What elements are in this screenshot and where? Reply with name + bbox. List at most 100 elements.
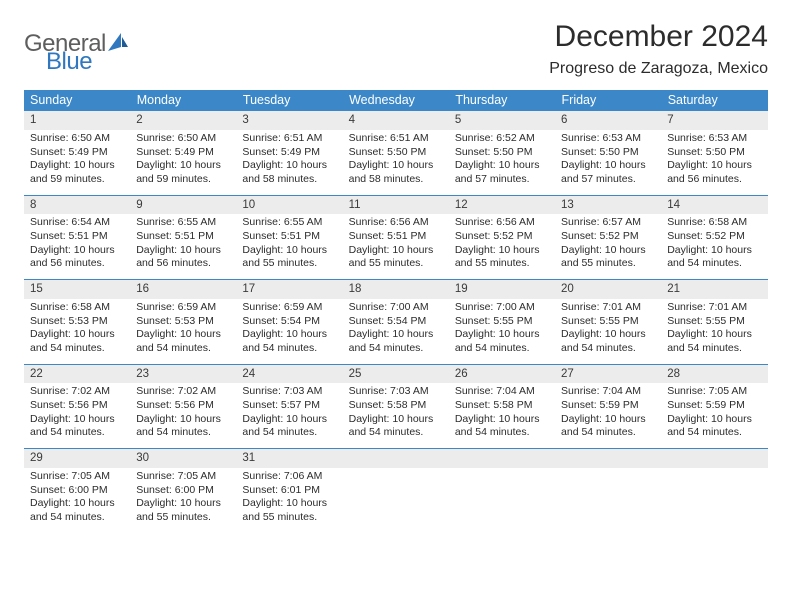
sunset-line: Sunset: 5:49 PM	[30, 146, 124, 160]
calendar-cell: 6Sunrise: 6:53 AMSunset: 5:50 PMDaylight…	[555, 110, 661, 195]
sunset-line: Sunset: 5:51 PM	[349, 230, 443, 244]
daylight-line: Daylight: 10 hours and 54 minutes.	[136, 328, 230, 355]
sunset-line: Sunset: 5:56 PM	[136, 399, 230, 413]
weekday-saturday: Saturday	[661, 90, 767, 110]
daylight-line: Daylight: 10 hours and 54 minutes.	[455, 413, 549, 440]
brand-word-blue: Blue	[46, 50, 128, 74]
calendar-cell: 23Sunrise: 7:02 AMSunset: 5:56 PMDayligh…	[130, 364, 236, 449]
daylight-line: Daylight: 10 hours and 54 minutes.	[561, 413, 655, 440]
calendar-row: 29Sunrise: 7:05 AMSunset: 6:00 PMDayligh…	[24, 448, 768, 533]
daylight-line: Daylight: 10 hours and 56 minutes.	[30, 244, 124, 271]
day-body: Sunrise: 7:05 AMSunset: 5:59 PMDaylight:…	[661, 383, 767, 448]
day-body: Sunrise: 7:00 AMSunset: 5:55 PMDaylight:…	[449, 299, 555, 364]
day-number: 23	[130, 364, 236, 384]
daylight-line: Daylight: 10 hours and 54 minutes.	[30, 328, 124, 355]
sunrise-line: Sunrise: 7:06 AM	[242, 470, 336, 484]
day-number: 10	[236, 195, 342, 215]
sunrise-line: Sunrise: 6:54 AM	[30, 216, 124, 230]
sunset-line: Sunset: 5:53 PM	[136, 315, 230, 329]
daylight-line: Daylight: 10 hours and 54 minutes.	[667, 413, 761, 440]
daylight-line: Daylight: 10 hours and 54 minutes.	[30, 497, 124, 524]
sunrise-line: Sunrise: 6:53 AM	[667, 132, 761, 146]
daylight-line: Daylight: 10 hours and 58 minutes.	[242, 159, 336, 186]
day-number: 1	[24, 110, 130, 130]
page-title: December 2024	[549, 20, 768, 54]
sunrise-line: Sunrise: 7:00 AM	[349, 301, 443, 315]
daylight-line: Daylight: 10 hours and 54 minutes.	[242, 328, 336, 355]
sunrise-line: Sunrise: 7:03 AM	[349, 385, 443, 399]
day-number: 2	[130, 110, 236, 130]
weekday-monday: Monday	[130, 90, 236, 110]
calendar-cell: 24Sunrise: 7:03 AMSunset: 5:57 PMDayligh…	[236, 364, 342, 449]
sunrise-line: Sunrise: 7:03 AM	[242, 385, 336, 399]
sunrise-line: Sunrise: 6:51 AM	[349, 132, 443, 146]
day-body: Sunrise: 6:52 AMSunset: 5:50 PMDaylight:…	[449, 130, 555, 195]
sunrise-line: Sunrise: 6:58 AM	[30, 301, 124, 315]
daylight-line: Daylight: 10 hours and 56 minutes.	[667, 159, 761, 186]
day-number: 5	[449, 110, 555, 130]
weekday-header-row: Sunday Monday Tuesday Wednesday Thursday…	[24, 90, 768, 110]
day-number: 25	[343, 364, 449, 384]
day-number: 17	[236, 279, 342, 299]
calendar-cell-empty	[343, 448, 449, 533]
day-number: 15	[24, 279, 130, 299]
calendar-cell: 9Sunrise: 6:55 AMSunset: 5:51 PMDaylight…	[130, 195, 236, 280]
day-number: 28	[661, 364, 767, 384]
calendar-cell: 14Sunrise: 6:58 AMSunset: 5:52 PMDayligh…	[661, 195, 767, 280]
daylight-line: Daylight: 10 hours and 54 minutes.	[349, 328, 443, 355]
day-number: 19	[449, 279, 555, 299]
calendar-cell-empty	[661, 448, 767, 533]
sunrise-line: Sunrise: 6:53 AM	[561, 132, 655, 146]
sunrise-line: Sunrise: 6:52 AM	[455, 132, 549, 146]
sunrise-line: Sunrise: 6:51 AM	[242, 132, 336, 146]
day-number: 31	[236, 448, 342, 468]
calendar-cell: 31Sunrise: 7:06 AMSunset: 6:01 PMDayligh…	[236, 448, 342, 533]
day-number: 18	[343, 279, 449, 299]
sunset-line: Sunset: 5:50 PM	[667, 146, 761, 160]
day-body: Sunrise: 6:51 AMSunset: 5:49 PMDaylight:…	[236, 130, 342, 195]
sunset-line: Sunset: 5:58 PM	[455, 399, 549, 413]
sunset-line: Sunset: 5:57 PM	[242, 399, 336, 413]
calendar-cell: 10Sunrise: 6:55 AMSunset: 5:51 PMDayligh…	[236, 195, 342, 280]
calendar-cell: 4Sunrise: 6:51 AMSunset: 5:50 PMDaylight…	[343, 110, 449, 195]
sunrise-line: Sunrise: 7:02 AM	[30, 385, 124, 399]
day-number: 4	[343, 110, 449, 130]
day-body: Sunrise: 6:59 AMSunset: 5:54 PMDaylight:…	[236, 299, 342, 364]
day-number: 9	[130, 195, 236, 215]
day-number: 27	[555, 364, 661, 384]
sunrise-line: Sunrise: 7:00 AM	[455, 301, 549, 315]
sunset-line: Sunset: 5:54 PM	[349, 315, 443, 329]
day-body: Sunrise: 7:03 AMSunset: 5:58 PMDaylight:…	[343, 383, 449, 448]
sunset-line: Sunset: 5:51 PM	[136, 230, 230, 244]
sunrise-line: Sunrise: 7:02 AM	[136, 385, 230, 399]
day-number: 12	[449, 195, 555, 215]
daylight-line: Daylight: 10 hours and 54 minutes.	[667, 244, 761, 271]
daylight-line: Daylight: 10 hours and 56 minutes.	[136, 244, 230, 271]
day-body: Sunrise: 7:04 AMSunset: 5:59 PMDaylight:…	[555, 383, 661, 448]
calendar-cell: 3Sunrise: 6:51 AMSunset: 5:49 PMDaylight…	[236, 110, 342, 195]
day-number: 16	[130, 279, 236, 299]
day-number: 22	[24, 364, 130, 384]
daylight-line: Daylight: 10 hours and 55 minutes.	[242, 497, 336, 524]
daylight-line: Daylight: 10 hours and 57 minutes.	[455, 159, 549, 186]
sunrise-line: Sunrise: 6:56 AM	[455, 216, 549, 230]
day-body: Sunrise: 7:01 AMSunset: 5:55 PMDaylight:…	[661, 299, 767, 364]
weekday-tuesday: Tuesday	[236, 90, 342, 110]
day-body: Sunrise: 6:55 AMSunset: 5:51 PMDaylight:…	[236, 214, 342, 279]
day-body: Sunrise: 6:53 AMSunset: 5:50 PMDaylight:…	[555, 130, 661, 195]
sunrise-line: Sunrise: 7:05 AM	[136, 470, 230, 484]
calendar-cell: 2Sunrise: 6:50 AMSunset: 5:49 PMDaylight…	[130, 110, 236, 195]
sunrise-line: Sunrise: 7:04 AM	[455, 385, 549, 399]
sunrise-line: Sunrise: 6:58 AM	[667, 216, 761, 230]
daylight-line: Daylight: 10 hours and 55 minutes.	[242, 244, 336, 271]
sunset-line: Sunset: 5:49 PM	[242, 146, 336, 160]
sunset-line: Sunset: 5:58 PM	[349, 399, 443, 413]
sunset-line: Sunset: 5:50 PM	[349, 146, 443, 160]
daylight-line: Daylight: 10 hours and 55 minutes.	[455, 244, 549, 271]
day-body: Sunrise: 6:58 AMSunset: 5:52 PMDaylight:…	[661, 214, 767, 279]
calendar-cell-empty	[449, 448, 555, 533]
sunset-line: Sunset: 6:00 PM	[136, 484, 230, 498]
calendar-row: 8Sunrise: 6:54 AMSunset: 5:51 PMDaylight…	[24, 195, 768, 280]
calendar-row: 22Sunrise: 7:02 AMSunset: 5:56 PMDayligh…	[24, 364, 768, 449]
day-body: Sunrise: 7:02 AMSunset: 5:56 PMDaylight:…	[24, 383, 130, 448]
